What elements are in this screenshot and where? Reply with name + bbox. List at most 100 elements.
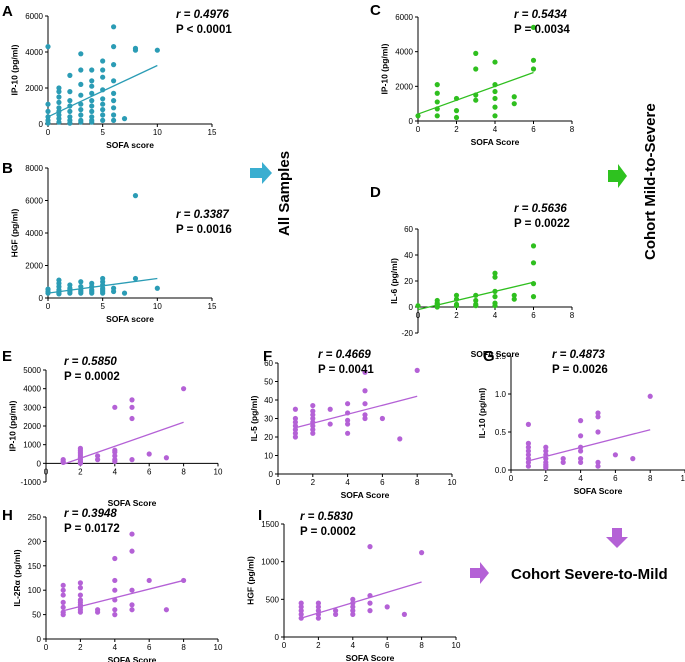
x-tick-label: 5 (100, 302, 105, 311)
data-point (60, 587, 66, 593)
x-tick-label: 4 (113, 467, 118, 476)
data-point (310, 427, 316, 433)
data-point (612, 452, 619, 458)
data-point (89, 103, 95, 109)
data-point (100, 112, 106, 118)
data-point (129, 587, 135, 593)
y-tick-label: 5000 (23, 366, 41, 375)
data-point (473, 50, 479, 57)
data-point (112, 607, 118, 613)
data-point (397, 436, 403, 442)
data-point (67, 89, 73, 95)
x-tick-label: 0 (416, 125, 421, 134)
r-value: r = 0.3387 (176, 209, 229, 221)
data-point (129, 602, 135, 608)
data-point (310, 402, 316, 409)
data-point (362, 415, 368, 422)
data-point (154, 285, 160, 291)
data-point (543, 444, 549, 450)
data-point (315, 615, 321, 621)
y-tick-label: 0 (37, 635, 42, 644)
y-tick-label: 4000 (25, 48, 43, 57)
x-tick-label: 2 (544, 474, 549, 483)
x-tick-label: 0 (44, 643, 49, 652)
data-point (525, 452, 532, 458)
data-point (492, 303, 498, 309)
x-tick-label: 10 (681, 474, 685, 483)
y-tick-label: 1.5 (495, 352, 507, 361)
data-point (60, 612, 66, 618)
data-point (384, 604, 390, 610)
y-tick-label: 30 (264, 415, 273, 424)
x-tick-label: 2 (311, 478, 316, 487)
y-tick-label: 6000 (25, 197, 43, 206)
data-point (492, 88, 498, 95)
data-point (525, 444, 532, 450)
data-point (492, 59, 498, 65)
data-point (327, 406, 333, 412)
data-point (333, 608, 339, 614)
y-tick-label: 2000 (395, 82, 413, 91)
data-point (367, 600, 373, 606)
chart-panel-b: 0 5 10 15 0 2000 4000 6000 8000 SOFA score HGF (pg… (2, 160, 232, 324)
data-point (111, 24, 117, 30)
x-axis-label: SOFA Score (471, 137, 520, 147)
data-point (453, 108, 460, 114)
data-point (78, 107, 84, 113)
y-tick-label: 10 (264, 452, 273, 461)
y-tick-label: 2000 (25, 84, 43, 93)
data-point (77, 609, 83, 615)
data-point (45, 101, 51, 107)
data-point (345, 430, 351, 436)
data-point (434, 90, 440, 96)
x-tick-label: 4 (351, 641, 356, 650)
data-point (530, 281, 537, 287)
data-point (163, 455, 169, 461)
y-tick-label: 1.0 (495, 390, 507, 399)
data-point (111, 62, 117, 68)
data-point (434, 304, 440, 310)
data-point (647, 393, 653, 399)
x-axis-label: SOFA Score (574, 486, 623, 496)
x-axis-label: SOFA Score (471, 349, 520, 359)
p-value: P = 0.0034 (514, 24, 570, 36)
p-value: P = 0.0002 (300, 526, 356, 538)
data-point (473, 92, 479, 98)
x-tick-label: 2 (316, 641, 321, 650)
data-point (67, 72, 73, 78)
data-point (56, 112, 62, 118)
p-value: P < 0.0001 (176, 24, 232, 36)
data-point (67, 114, 73, 120)
data-point (129, 531, 135, 537)
data-point (578, 459, 584, 465)
y-tick-label: 250 (28, 513, 42, 522)
data-point (181, 386, 187, 392)
r-value: r = 0.5434 (514, 9, 567, 21)
data-point (578, 448, 584, 454)
data-point (292, 427, 298, 433)
y-tick-label: -1000 (21, 478, 42, 487)
data-point (67, 108, 73, 114)
data-point (45, 290, 51, 296)
y-axis-label: IP-10 (pg/ml) (380, 43, 390, 94)
data-point (492, 82, 498, 88)
x-axis-label: SOFA Score (341, 490, 390, 500)
data-point (543, 465, 549, 471)
data-point (146, 577, 152, 584)
x-tick-label: 6 (147, 643, 152, 652)
y-tick-label: 20 (264, 433, 273, 442)
data-point (78, 290, 84, 296)
data-point (492, 95, 498, 102)
y-tick-label: 40 (404, 251, 413, 260)
data-point (492, 294, 498, 300)
data-point (60, 592, 66, 598)
regression-line (528, 429, 651, 462)
data-point (154, 47, 160, 53)
data-point (67, 98, 73, 104)
data-point (560, 459, 566, 465)
data-point (78, 112, 84, 118)
data-point (292, 419, 298, 425)
y-tick-label: 1500 (261, 520, 279, 529)
data-point (78, 51, 84, 57)
x-tick-label: 10 (214, 643, 223, 652)
